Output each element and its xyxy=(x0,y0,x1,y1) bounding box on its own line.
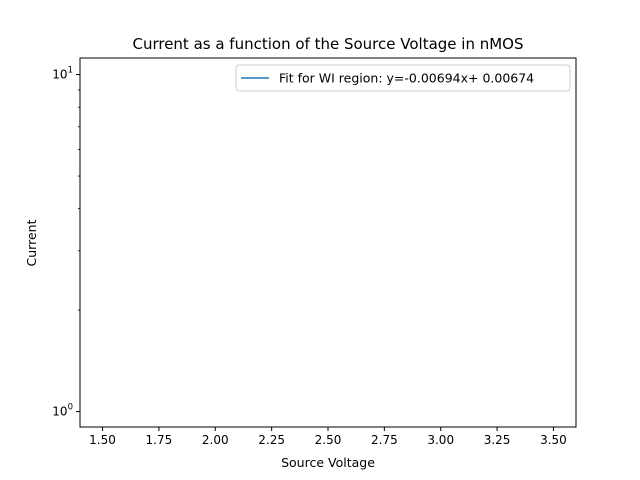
legend-box xyxy=(235,64,571,92)
plot-frame xyxy=(79,57,577,428)
x-tick-label: 2.25 xyxy=(258,433,285,447)
y-tick-label: 100 xyxy=(52,403,73,419)
x-tick-label: 2.00 xyxy=(202,433,229,447)
x-tick-label: 3.25 xyxy=(484,433,511,447)
x-tick-label: 3.00 xyxy=(427,433,454,447)
y-axis-ticks: 100 101 xyxy=(52,66,80,419)
y-tick-label: 101 xyxy=(52,66,73,82)
x-tick-label: 1.50 xyxy=(89,433,116,447)
x-tick-label: 2.50 xyxy=(315,433,342,447)
legend-entry-label: Fit for WI region: y=-0.00694x+ 0.00674 xyxy=(279,71,534,86)
legend: Fit for WI region: y=-0.00694x+ 0.00674 xyxy=(235,64,571,92)
x-tick-label: 3.50 xyxy=(540,433,567,447)
x-axis-label: Source Voltage xyxy=(281,455,375,470)
x-axis-ticks: 1.50 1.75 2.00 2.25 2.50 2.75 3.00 3.25 3.50 xyxy=(89,427,567,447)
y-axis-label: Current xyxy=(24,219,39,266)
x-tick-label: 1.75 xyxy=(146,433,173,447)
x-tick-label: 2.75 xyxy=(371,433,398,447)
chart-title: Current as a function of the Source Volt… xyxy=(132,35,523,53)
